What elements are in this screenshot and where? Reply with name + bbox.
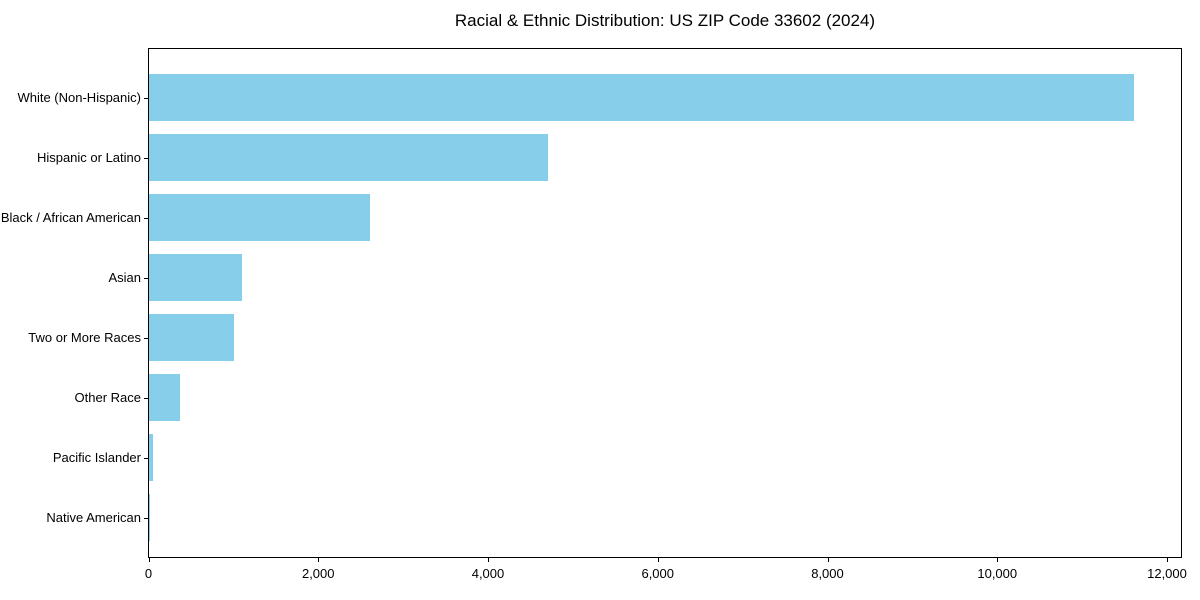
x-tick-mark — [997, 558, 999, 562]
x-tick-label: 10,000 — [977, 566, 1018, 581]
bar — [149, 254, 243, 301]
x-tick-mark — [1167, 558, 1168, 562]
x-tick-mark — [318, 558, 320, 562]
bar — [149, 494, 150, 541]
bar — [149, 314, 234, 361]
x-tick-label: 6,000 — [641, 566, 675, 581]
y-tick-label: Two or More Races — [28, 329, 141, 345]
y-tick-label: Native American — [46, 509, 141, 525]
y-tick-mark — [144, 517, 148, 519]
x-tick-label: 12,000 — [1147, 566, 1187, 581]
y-tick-mark — [144, 397, 148, 399]
x-tick-mark — [148, 558, 150, 562]
x-tick-mark — [657, 558, 659, 562]
y-tick-label: Other Race — [74, 389, 141, 405]
x-tick-mark — [488, 558, 489, 562]
bar — [149, 134, 548, 181]
x-tick-label: 8,000 — [811, 566, 844, 581]
bar — [149, 74, 1134, 121]
y-tick-label: White (Non-Hispanic) — [17, 89, 141, 105]
y-tick-label: Pacific Islander — [52, 449, 141, 465]
x-tick-mark — [827, 558, 829, 562]
x-tick-label: 0 — [144, 566, 153, 581]
y-tick-mark — [144, 337, 148, 339]
y-tick-mark — [144, 217, 148, 219]
plot-area — [148, 48, 1182, 558]
y-tick-label: Asian — [108, 269, 141, 285]
y-tick-mark — [144, 97, 148, 99]
x-tick-label: 4,000 — [471, 566, 505, 581]
x-tick-label: 2,000 — [301, 566, 335, 581]
bar — [149, 434, 154, 481]
y-tick-mark — [144, 157, 148, 159]
y-tick-label: Hispanic or Latino — [36, 149, 141, 165]
bar-layer — [149, 49, 1181, 557]
bar — [149, 194, 370, 241]
y-tick-label: Black / African American — [0, 209, 141, 225]
bar — [149, 374, 180, 421]
y-tick-mark — [144, 277, 148, 279]
y-tick-mark — [144, 457, 148, 459]
chart-title: Racial & Ethnic Distribution: US ZIP Cod… — [454, 11, 876, 30]
